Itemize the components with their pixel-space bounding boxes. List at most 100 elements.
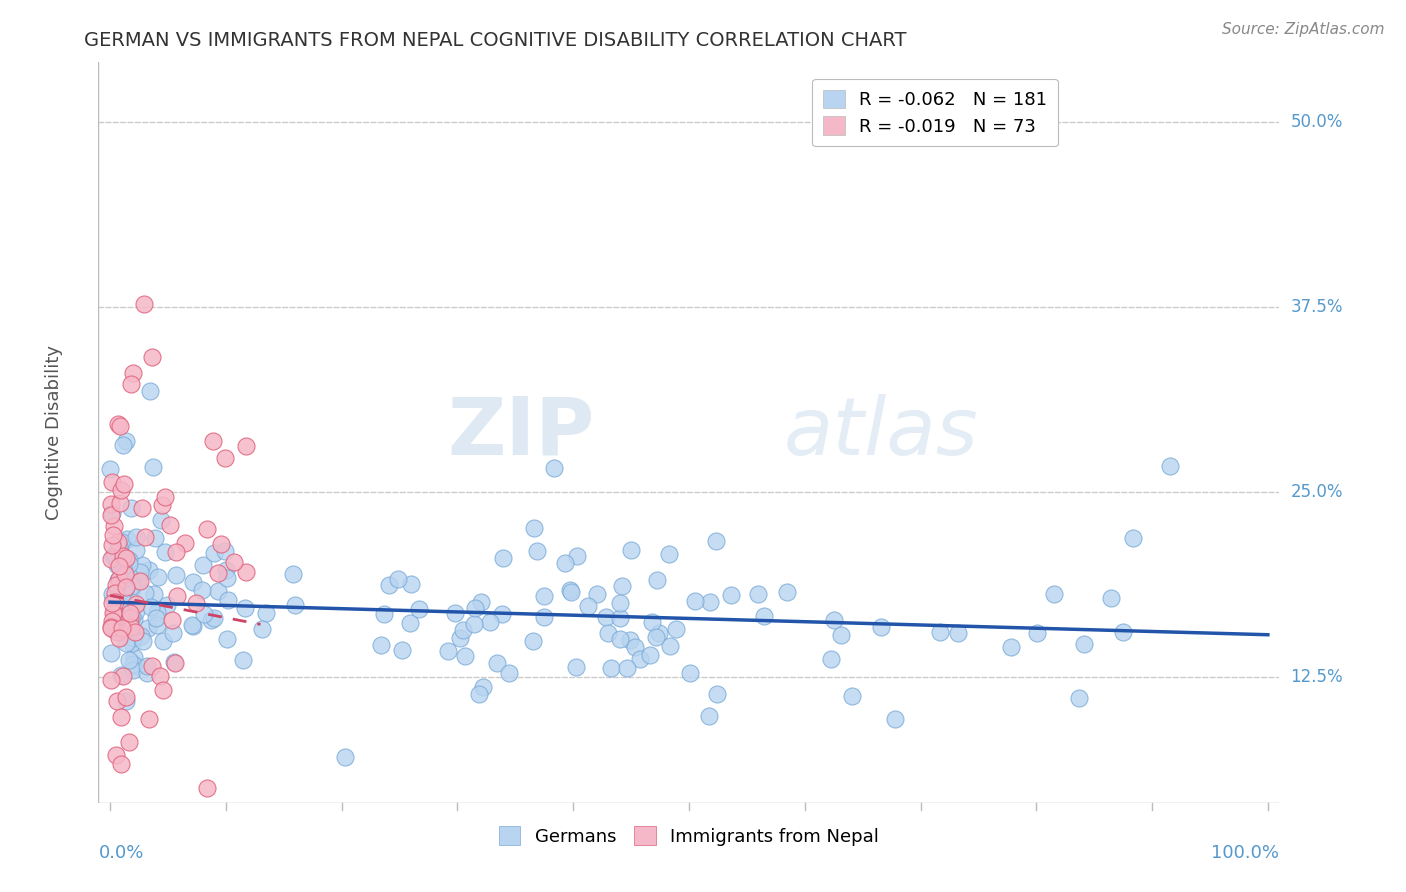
Point [101,622,124,636]
Point [214,544,236,558]
Point [110,668,132,682]
Point [111,559,134,574]
Point [107,417,129,431]
Point [141,659,163,673]
Point [114,566,136,581]
Point [131,633,153,648]
Point [118,606,141,620]
Point [470,595,492,609]
Point [101,606,124,620]
Point [1099,591,1122,606]
Point [110,418,132,433]
Point [929,624,952,639]
Point [616,660,638,674]
Point [142,459,165,474]
Point [533,610,555,624]
Point [101,528,124,542]
Point [181,619,204,633]
Point [111,599,134,614]
Text: 25.0%: 25.0% [1291,483,1343,500]
Point [281,567,304,582]
Point [112,595,135,609]
Point [107,573,129,587]
Point [609,632,631,647]
Point [105,558,128,572]
Point [138,621,160,635]
Point [101,538,124,552]
Point [101,506,124,520]
Point [107,624,129,639]
Point [100,621,122,635]
Point [163,655,186,669]
Text: 50.0%: 50.0% [1291,112,1343,130]
Point [108,539,131,553]
Point [619,633,641,648]
Point [215,632,238,646]
Point [108,572,131,586]
Point [183,575,205,590]
Point [103,604,125,618]
Point [128,574,150,589]
Point [560,585,582,599]
Point [775,585,797,599]
Text: atlas: atlas [783,393,979,472]
Point [114,690,136,705]
Point [155,490,177,504]
Point [526,543,548,558]
Point [1042,587,1064,601]
Point [121,663,143,677]
Point [111,535,134,549]
Point [136,659,159,673]
Point [222,555,245,569]
Point [104,585,127,599]
Point [679,666,702,681]
Point [449,631,471,645]
Point [870,620,893,634]
Point [598,626,620,640]
Point [120,500,142,515]
Point [533,589,555,603]
Point [134,296,156,310]
Point [118,613,141,627]
Point [1159,458,1181,473]
Point [620,543,643,558]
Point [145,610,167,624]
Point [1073,636,1095,650]
Point [104,595,127,609]
Point [399,577,422,591]
Point [215,563,238,577]
Point [112,438,135,452]
Point [820,651,842,665]
Point [181,618,204,632]
Point [333,749,356,764]
Point [543,461,565,475]
Text: GERMAN VS IMMIGRANTS FROM NEPAL COGNITIVE DISABILITY CORRELATION CHART: GERMAN VS IMMIGRANTS FROM NEPAL COGNITIV… [84,31,907,50]
Point [122,612,145,626]
Point [103,519,125,533]
Point [98,462,121,476]
Point [152,683,174,698]
Point [118,553,141,567]
Point [558,582,581,597]
Point [100,646,122,660]
Point [201,434,224,449]
Point [105,694,128,708]
Point [129,629,152,643]
Point [110,483,132,497]
Point [118,735,141,749]
Point [115,550,138,565]
Point [665,622,688,636]
Point [108,600,131,615]
Point [108,559,131,574]
Point [586,587,609,601]
Point [193,607,215,621]
Point [100,497,122,511]
Point [408,602,430,616]
Point [235,439,257,453]
Point [115,636,138,650]
Point [373,607,395,621]
Point [104,615,127,630]
Point [478,615,501,629]
Point [946,625,969,640]
Point [112,477,135,491]
